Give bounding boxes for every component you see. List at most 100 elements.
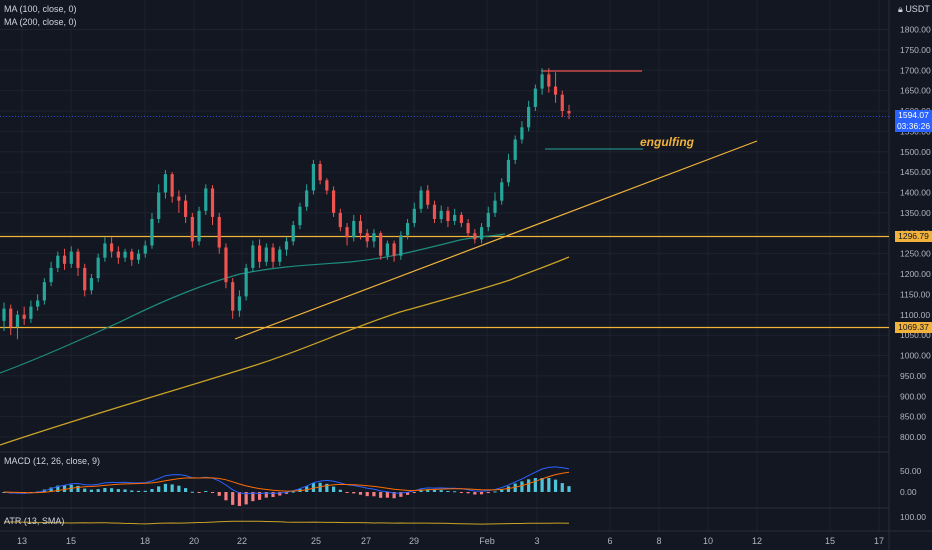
candle[interactable] [197, 206, 201, 246]
candle[interactable] [385, 240, 389, 260]
candle[interactable] [15, 310, 20, 340]
candle[interactable] [116, 246, 120, 264]
candle[interactable] [224, 243, 228, 289]
candle[interactable] [379, 231, 383, 260]
candle[interactable] [318, 160, 322, 185]
candle[interactable] [426, 185, 430, 209]
candle[interactable] [123, 248, 127, 262]
candle[interactable] [291, 221, 295, 246]
candle[interactable] [500, 178, 504, 205]
candle[interactable] [177, 190, 181, 213]
candle[interactable] [405, 218, 410, 240]
candle[interactable] [533, 84, 537, 111]
candle[interactable] [22, 306, 26, 325]
candle[interactable] [527, 100, 531, 132]
candle[interactable] [257, 239, 262, 268]
candle[interactable] [204, 184, 208, 215]
atr-pane[interactable] [4, 520, 570, 525]
candle[interactable] [83, 263, 87, 297]
candle[interactable] [419, 186, 423, 213]
candle[interactable] [163, 170, 168, 199]
candle[interactable] [130, 248, 134, 266]
candle[interactable] [56, 251, 60, 272]
candle[interactable] [453, 208, 457, 226]
candle[interactable] [157, 184, 161, 224]
candle[interactable] [352, 214, 356, 242]
candle[interactable] [325, 178, 329, 195]
candle[interactable] [96, 253, 100, 283]
candle[interactable] [9, 304, 13, 336]
candle[interactable] [345, 223, 349, 246]
candle[interactable] [338, 208, 342, 232]
candle[interactable] [244, 263, 248, 301]
candle[interactable] [29, 300, 33, 323]
candle[interactable] [210, 185, 215, 226]
candle[interactable] [2, 302, 6, 332]
trendline-rising[interactable] [234, 140, 758, 340]
ma200-line[interactable] [0, 256, 570, 446]
candle[interactable] [513, 135, 517, 164]
ma100-legend[interactable]: MA (100, close, 0) [4, 4, 77, 14]
candle[interactable] [231, 278, 235, 319]
candle[interactable] [520, 121, 524, 144]
candle[interactable] [412, 202, 416, 228]
macd-pane[interactable] [2, 466, 571, 506]
macd-signal-line[interactable] [3, 471, 570, 494]
candle[interactable] [136, 249, 141, 264]
candle[interactable] [36, 294, 40, 311]
candle[interactable] [567, 104, 571, 120]
candle[interactable] [446, 206, 450, 228]
candle[interactable] [217, 212, 221, 254]
candle[interactable] [150, 212, 154, 249]
candle[interactable] [271, 243, 275, 268]
candle[interactable] [264, 243, 268, 266]
candle[interactable] [493, 192, 497, 217]
candle[interactable] [62, 248, 67, 270]
macd-legend[interactable]: MACD (12, 26, close, 9) [4, 456, 101, 466]
candle[interactable] [560, 90, 564, 118]
candle[interactable] [69, 246, 73, 268]
candle[interactable] [486, 206, 490, 232]
candle[interactable] [170, 172, 174, 203]
atr-legend[interactable]: ATR (13, SMA) [4, 516, 65, 526]
candle[interactable] [540, 68, 544, 95]
candle[interactable] [358, 214, 363, 240]
candle[interactable] [89, 274, 94, 295]
candle[interactable] [506, 153, 511, 187]
candle[interactable] [432, 200, 437, 224]
candle[interactable] [143, 240, 147, 258]
candle[interactable] [103, 237, 107, 262]
candle[interactable] [42, 278, 46, 305]
drawings-layer[interactable] [0, 70, 889, 340]
candle[interactable] [184, 194, 188, 224]
candle[interactable] [278, 246, 282, 266]
candle[interactable] [473, 229, 477, 244]
atr-line[interactable] [4, 520, 570, 525]
candle[interactable] [251, 240, 255, 272]
candle[interactable] [305, 184, 309, 211]
candle[interactable] [298, 202, 302, 230]
candle[interactable] [547, 68, 551, 93]
candles-layer[interactable] [2, 68, 571, 340]
price-axis[interactable]: 1800.001750.001700.001650.001600.001550.… [900, 25, 931, 523]
candle[interactable] [237, 290, 242, 317]
candle[interactable] [49, 261, 53, 287]
candle[interactable] [479, 223, 484, 244]
candle[interactable] [459, 212, 463, 228]
candle[interactable] [284, 237, 289, 256]
candle[interactable] [466, 218, 470, 238]
candle[interactable] [365, 229, 369, 248]
candle[interactable] [311, 159, 316, 195]
ma100-line[interactable] [0, 233, 506, 374]
candle[interactable] [372, 229, 376, 248]
engulfing-annotation[interactable]: engulfing [640, 135, 694, 149]
candle[interactable] [331, 186, 336, 217]
candle[interactable] [190, 212, 194, 248]
currency-label[interactable]: 🔒︎ USDT [898, 4, 930, 15]
time-axis[interactable]: 13 15 18 20 22 25 27 29 Feb 3 6 8 10 12 15 17 [17, 536, 884, 546]
candle[interactable] [392, 240, 396, 262]
candle[interactable] [439, 205, 443, 224]
candle[interactable] [76, 248, 80, 277]
